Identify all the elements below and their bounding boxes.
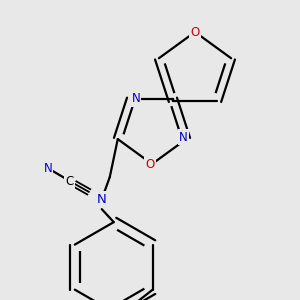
Text: O: O <box>190 26 200 38</box>
Text: O: O <box>146 158 154 170</box>
Text: N: N <box>179 130 188 144</box>
Text: C: C <box>66 175 74 188</box>
Text: N: N <box>44 162 52 175</box>
Text: N: N <box>97 193 106 206</box>
Text: N: N <box>131 92 140 105</box>
